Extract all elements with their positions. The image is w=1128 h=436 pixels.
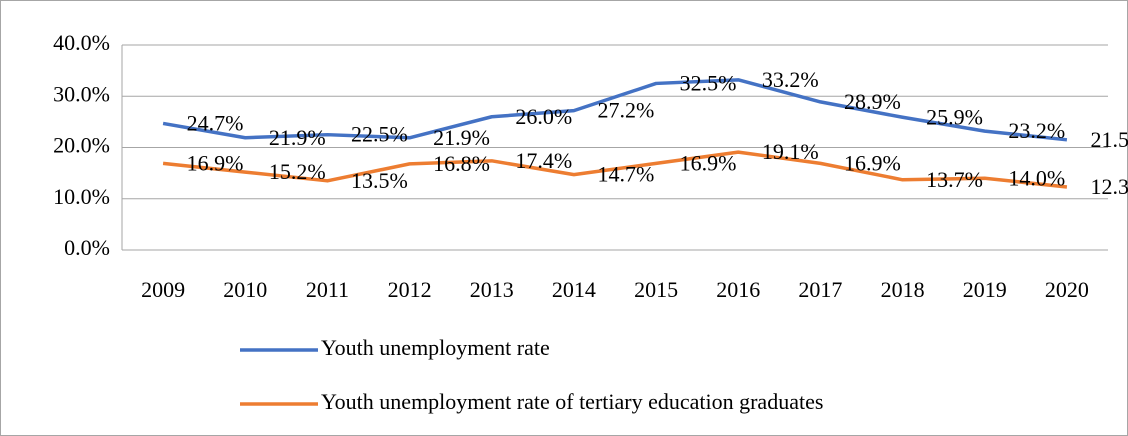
x-tick-label: 2012 xyxy=(388,277,432,302)
data-label: 16.8% xyxy=(433,151,490,176)
legend-label: Youth unemployment rate xyxy=(321,335,550,360)
data-label: 26.0% xyxy=(515,104,572,129)
x-tick-label: 2018 xyxy=(881,277,925,302)
y-tick-label: 0.0% xyxy=(64,235,110,260)
data-label: 21.5% xyxy=(1091,127,1128,152)
data-label: 16.9% xyxy=(680,150,737,175)
data-label: 16.9% xyxy=(844,150,901,175)
data-label: 28.9% xyxy=(844,89,901,114)
data-label: 25.9% xyxy=(926,104,983,129)
data-label: 21.9% xyxy=(433,125,490,150)
x-tick-label: 2019 xyxy=(963,277,1007,302)
data-label: 16.9% xyxy=(187,150,244,175)
data-label: 14.0% xyxy=(1008,165,1065,190)
y-tick-label: 20.0% xyxy=(53,133,110,158)
y-tick-label: 10.0% xyxy=(53,184,110,209)
data-label: 12.3% xyxy=(1091,174,1128,199)
data-label: 15.2% xyxy=(269,159,326,184)
series-line xyxy=(162,78,1068,142)
y-tick-label: 40.0% xyxy=(53,30,110,55)
x-tick-label: 2010 xyxy=(223,277,267,302)
x-tick-label: 2014 xyxy=(552,277,596,302)
data-label: 14.7% xyxy=(598,162,655,187)
data-label: 22.5% xyxy=(351,122,408,147)
x-tick-label: 2015 xyxy=(634,277,678,302)
data-label: 13.7% xyxy=(926,167,983,192)
series-line xyxy=(162,150,1068,189)
x-tick-label: 2017 xyxy=(798,277,842,302)
data-label: 33.2% xyxy=(762,67,819,92)
data-label: 13.5% xyxy=(351,168,408,193)
x-tick-label: 2020 xyxy=(1045,277,1089,302)
data-label: 32.5% xyxy=(680,70,737,95)
data-label: 24.7% xyxy=(187,110,244,135)
data-label: 19.1% xyxy=(762,139,819,164)
data-label: 17.4% xyxy=(515,148,572,173)
data-label: 21.9% xyxy=(269,125,326,150)
x-tick-label: 2011 xyxy=(306,277,349,302)
x-tick-label: 2016 xyxy=(716,277,760,302)
data-label: 23.2% xyxy=(1008,118,1065,143)
legend-label: Youth unemployment rate of tertiary educ… xyxy=(321,389,823,414)
x-tick-label: 2013 xyxy=(470,277,514,302)
x-tick-label: 2009 xyxy=(141,277,185,302)
data-label: 27.2% xyxy=(598,98,655,123)
y-tick-label: 30.0% xyxy=(53,81,110,106)
